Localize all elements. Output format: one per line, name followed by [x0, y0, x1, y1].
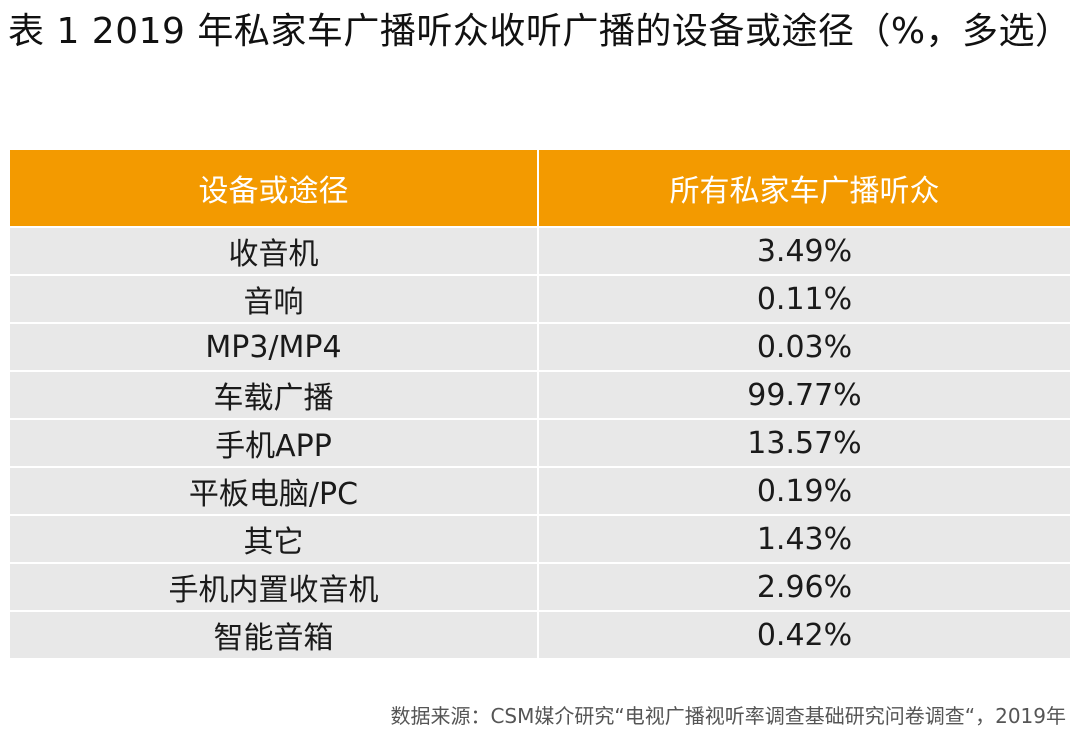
row-value: 99.77% [538, 370, 1070, 419]
source-note: 数据来源：CSM媒介研究“电视广播视听率调查基础研究问卷调查“，2019年 [390, 704, 1066, 728]
row-label: 手机内置收音机 [10, 562, 539, 611]
table-title: 表 1 2019 年私家车广播听众收听广播的设备或途径（%，多选） [8, 11, 1072, 52]
row-value: 3.49% [538, 226, 1070, 275]
row-value: 0.11% [538, 274, 1070, 323]
row-label: 其它 [10, 514, 539, 563]
table-row: 收音机 3.49% [10, 226, 1070, 275]
header-row: 设备或途径 所有私家车广播听众 [10, 150, 1070, 227]
column-header-device: 设备或途径 [10, 150, 539, 227]
data-table: 设备或途径 所有私家车广播听众 收音机 3.49% 音响 0.11% MP3/M… [10, 150, 1070, 658]
row-value: 2.96% [538, 562, 1070, 611]
table-row: 车载广播 99.77% [10, 370, 1070, 419]
column-header-listeners: 所有私家车广播听众 [538, 150, 1070, 227]
row-label: 手机APP [10, 418, 539, 467]
table-row: 其它 1.43% [10, 514, 1070, 563]
table-row: 音响 0.11% [10, 274, 1070, 323]
row-label: 智能音箱 [10, 610, 539, 658]
table-row: 手机内置收音机 2.96% [10, 562, 1070, 611]
row-value: 0.42% [538, 610, 1070, 658]
row-value: 1.43% [538, 514, 1070, 563]
table-row: 手机APP 13.57% [10, 418, 1070, 467]
table-row: 智能音箱 0.42% [10, 610, 1070, 658]
row-value: 0.19% [538, 466, 1070, 515]
row-label: 音响 [10, 274, 539, 323]
row-label: 收音机 [10, 226, 539, 275]
table-row: 平板电脑/PC 0.19% [10, 466, 1070, 515]
row-label: 车载广播 [10, 370, 539, 419]
table-row: MP3/MP4 0.03% [10, 322, 1070, 371]
row-value: 0.03% [538, 322, 1070, 371]
row-value: 13.57% [538, 418, 1070, 467]
row-label: MP3/MP4 [10, 322, 539, 371]
row-label: 平板电脑/PC [10, 466, 539, 515]
